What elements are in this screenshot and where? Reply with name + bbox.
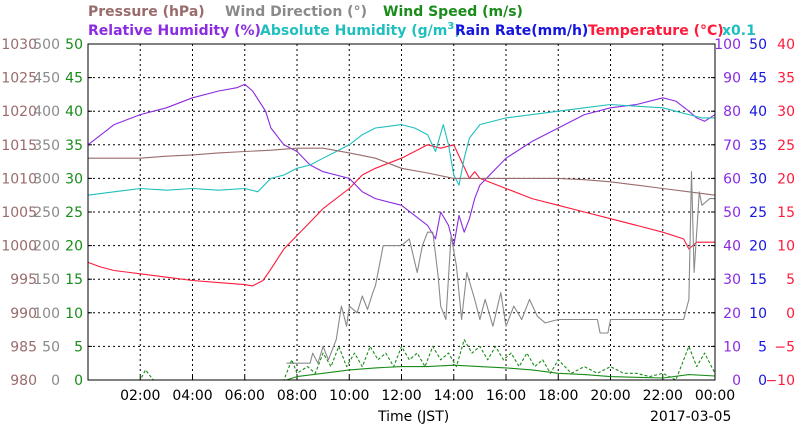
x-tick-label: 04:00 — [172, 388, 212, 404]
y-tick-label-rain: 40 — [749, 104, 767, 120]
y-tick-label-humidity: 90 — [723, 71, 741, 87]
plot-frame — [87, 43, 716, 381]
series-wind-direction — [286, 171, 715, 364]
y-tick-label-wind-speed: 30 — [65, 171, 83, 187]
x-tick-label: 22:00 — [643, 388, 683, 404]
y-tick-label-rain: 10 — [749, 306, 767, 322]
x-tick-label: 20:00 — [590, 388, 630, 404]
legend-wind-direction: Wind Direction (°) — [225, 4, 367, 20]
x-tick-label: 10:00 — [329, 388, 369, 404]
legend-pressure: Pressure (hPa) — [88, 4, 205, 20]
y-tick-label-pressure: 990 — [10, 306, 37, 322]
y-tick-label-wind-direction: 300 — [33, 171, 60, 187]
y-tick-label-humidity: 70 — [723, 138, 741, 154]
y-tick-label-temperature: 30 — [777, 104, 795, 120]
legend-temperature: Temperature (°C) — [588, 23, 724, 39]
y-tick-label-wind-speed: 5 — [74, 339, 83, 355]
y-tick-label-temperature: 20 — [777, 171, 795, 187]
y-tick-label-pressure: 1025 — [1, 71, 37, 87]
y-tick-label-rain: 45 — [749, 71, 767, 87]
y-tick-label-temperature: 0 — [786, 306, 795, 322]
x-tick-label: 18:00 — [538, 388, 578, 404]
y-tick-label-pressure: 995 — [10, 272, 37, 288]
y-tick-label-pressure: 980 — [10, 373, 37, 389]
axes: 1030102510201015101010051000995990985980… — [1, 37, 795, 404]
y-tick-label-pressure: 1020 — [1, 104, 37, 120]
y-tick-label-pressure: 1030 — [1, 37, 37, 53]
series-wind-speed-mean-m-s — [88, 364, 716, 381]
y-tick-label-wind-direction: 450 — [33, 71, 60, 87]
y-tick-label-temperature: 35 — [777, 71, 795, 87]
rain-scale-label: x0.1 — [722, 23, 756, 39]
y-tick-label-rain: 20 — [749, 239, 767, 255]
y-tick-label-wind-speed: 10 — [65, 306, 83, 322]
y-tick-label-pressure: 1000 — [1, 239, 37, 255]
y-tick-label-rain: 35 — [749, 138, 767, 154]
y-tick-label-pressure: 1010 — [1, 171, 37, 187]
y-tick-label-wind-direction: 100 — [33, 306, 60, 322]
y-tick-label-temperature: −10 — [765, 373, 795, 389]
y-tick-label-rain: 50 — [749, 37, 767, 53]
date-label: 2017-03-05 — [650, 409, 731, 425]
y-tick-label-temperature: −5 — [774, 339, 795, 355]
legend-absolute-humidity: Absolute Humidity (g/m3) — [260, 21, 461, 39]
y-tick-label-wind-speed: 15 — [65, 272, 83, 288]
y-tick-label-pressure: 985 — [10, 339, 37, 355]
y-tick-label-wind-speed: 35 — [65, 138, 83, 154]
x-axis-label: Time (JST) — [377, 409, 449, 425]
x-tick-label: 08:00 — [277, 388, 317, 404]
y-tick-label-temperature: 5 — [786, 272, 795, 288]
y-tick-label-humidity: 20 — [723, 306, 741, 322]
legend-wind-speed: Wind Speed (m/s) — [383, 4, 523, 20]
y-tick-label-wind-speed: 45 — [65, 71, 83, 87]
y-tick-label-temperature: 15 — [777, 205, 795, 221]
y-tick-label-humidity: 0 — [732, 373, 741, 389]
y-tick-label-pressure: 1015 — [1, 138, 37, 154]
x-tick-label: 16:00 — [486, 388, 526, 404]
grid — [88, 44, 715, 380]
x-tick-label: 00:00 — [695, 388, 735, 404]
y-tick-label-temperature: 40 — [777, 37, 795, 53]
series-temperature-c — [87, 144, 715, 287]
x-tick-label: 02:00 — [120, 388, 160, 404]
legend-relative-humidity: Relative Humidity (%) — [88, 23, 261, 39]
x-tick-label: 06:00 — [225, 388, 265, 404]
y-tick-label-temperature: 25 — [777, 138, 795, 154]
x-tick-label: 12:00 — [381, 388, 421, 404]
y-tick-label-humidity: 60 — [723, 171, 741, 187]
y-tick-label-temperature: 10 — [777, 239, 795, 255]
y-tick-label-rain: 30 — [749, 171, 767, 187]
y-tick-label-rain: 5 — [758, 339, 767, 355]
y-tick-label-humidity: 100 — [714, 37, 741, 53]
y-tick-label-pressure: 1005 — [1, 205, 37, 221]
y-tick-label-wind-direction: 400 — [33, 104, 60, 120]
x-tick-label: 14:00 — [434, 388, 474, 404]
y-tick-label-wind-direction: 50 — [42, 339, 60, 355]
y-tick-label-wind-speed: 40 — [65, 104, 83, 120]
y-tick-label-wind-speed: 25 — [65, 205, 83, 221]
y-tick-label-humidity: 30 — [723, 272, 741, 288]
y-tick-label-humidity: 40 — [723, 239, 741, 255]
y-tick-label-rain: 15 — [749, 272, 767, 288]
y-tick-label-wind-speed: 50 — [65, 37, 83, 53]
y-tick-label-wind-direction: 150 — [33, 272, 60, 288]
legend-rain-rate: Rain Rate(mm/h) — [455, 23, 588, 39]
y-tick-label-wind-direction: 500 — [33, 37, 60, 53]
y-tick-label-humidity: 10 — [723, 339, 741, 355]
y-tick-label-wind-direction: 350 — [33, 138, 60, 154]
y-tick-label-humidity: 80 — [723, 104, 741, 120]
y-tick-label-wind-direction: 200 — [33, 239, 60, 255]
y-tick-label-wind-speed: 20 — [65, 239, 83, 255]
y-tick-label-wind-speed: 0 — [74, 373, 83, 389]
y-tick-label-rain: 0 — [758, 373, 767, 389]
y-tick-label-rain: 25 — [749, 205, 767, 221]
legend: Pressure (hPa) Wind Direction (°) Wind S… — [88, 4, 756, 39]
series-wind-speed-m-s — [88, 339, 716, 381]
y-tick-label-wind-direction: 0 — [51, 373, 60, 389]
series-pressure-hpa — [88, 147, 716, 196]
series-absolute-humidity-g-m3 — [87, 103, 715, 196]
y-tick-label-humidity: 50 — [723, 205, 741, 221]
y-tick-label-wind-direction: 250 — [33, 205, 60, 221]
